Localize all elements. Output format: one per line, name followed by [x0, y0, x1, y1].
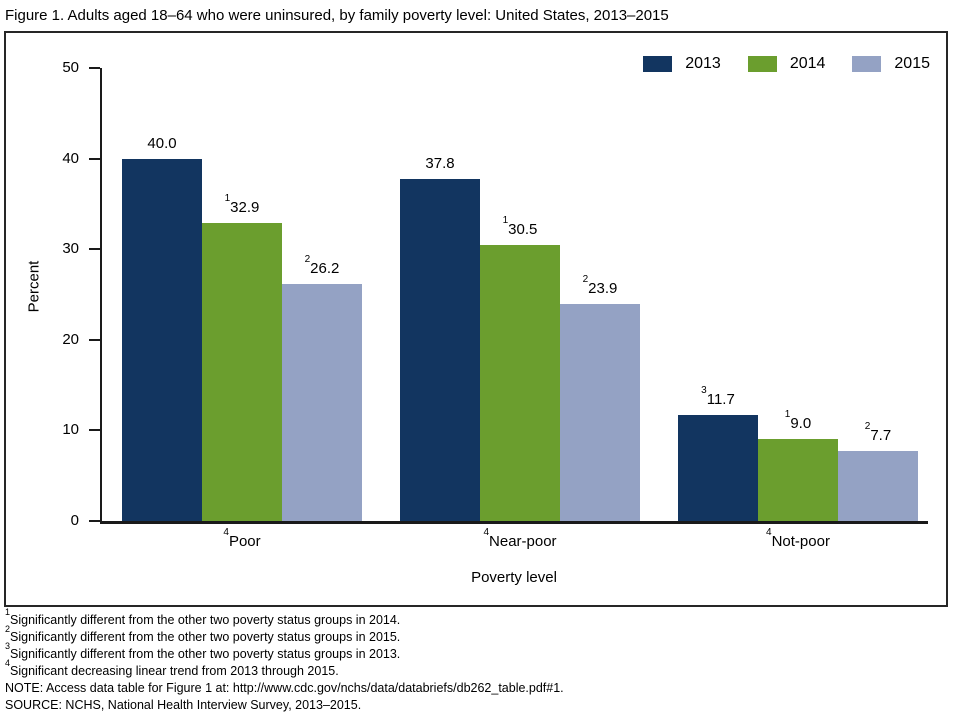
superscript-marker: 3 — [701, 384, 707, 396]
legend-item-2014: 2014 — [747, 55, 826, 73]
bar-value-label: 311.7 — [701, 384, 735, 408]
y-axis-tick — [89, 67, 100, 69]
legend-item-2013: 2013 — [643, 55, 721, 73]
y-axis-tick-label: 50 — [62, 59, 79, 76]
bar-value-label: 27.7 — [864, 421, 892, 445]
superscript-marker: 2 — [5, 623, 11, 634]
superscript-marker: 3 — [5, 640, 11, 651]
legend-label: 2013 — [685, 55, 721, 72]
superscript-marker: 1 — [502, 214, 509, 226]
superscript-marker: 4 — [223, 527, 229, 538]
y-axis-tick — [89, 157, 100, 160]
bar-value-label: 130.5 — [502, 214, 538, 238]
y-axis-tick — [89, 520, 100, 522]
legend-swatch-icon — [643, 56, 673, 72]
footnotes: 1Significantly different from the other … — [5, 606, 564, 712]
figure-title: Figure 1. Adults aged 18–64 who were uni… — [5, 7, 669, 24]
chart-legend: 2013 2014 2015 — [616, 55, 930, 73]
superscript-marker: 4 — [766, 527, 772, 538]
y-axis-tick-label: 40 — [62, 149, 79, 167]
superscript-marker: 2 — [864, 421, 871, 433]
bar-2013-not-poor — [678, 414, 758, 521]
footnote-line: 4Significant decreasing linear trend fro… — [5, 657, 339, 678]
bar-2015-near-poor — [560, 304, 640, 521]
y-axis-tick-label: 20 — [62, 330, 79, 348]
legend-item-2015: 2015 — [852, 55, 930, 73]
superscript-marker: 4 — [483, 527, 490, 538]
bar-2013-poor — [122, 158, 202, 521]
superscript-marker: 1 — [224, 192, 231, 204]
bar-2014-not-poor — [758, 439, 838, 521]
y-axis-line — [100, 68, 102, 523]
y-axis-tick — [89, 248, 100, 251]
bar-2014-poor — [202, 222, 282, 521]
superscript-marker: 4 — [5, 657, 11, 668]
footnote-line: NOTE: Access data table for Figure 1 at:… — [5, 681, 564, 695]
footnote-line: 2Significantly different from the other … — [5, 623, 401, 644]
footnote-line: 3Significantly different from the other … — [5, 640, 401, 661]
bar-value-label: 37.8 — [425, 154, 455, 172]
superscript-marker: 2 — [304, 253, 311, 265]
x-category-label: 4Near-poor — [483, 527, 557, 551]
bar-value-label: 226.2 — [304, 253, 340, 277]
y-axis-tick-label: 30 — [62, 240, 79, 258]
y-axis-tick-label: 10 — [62, 421, 79, 439]
x-axis-title: Poverty level — [471, 569, 557, 586]
superscript-marker: 2 — [582, 274, 589, 286]
bar-value-label: 223.9 — [582, 274, 618, 298]
bar-2014-near-poor — [480, 244, 560, 521]
legend-label: 2015 — [894, 55, 930, 72]
y-axis-tick — [89, 338, 100, 341]
bar-value-label: 40.0 — [147, 134, 177, 152]
bar-value-label: 132.9 — [224, 192, 260, 216]
legend-swatch-icon — [852, 56, 882, 72]
legend-swatch-icon — [747, 56, 777, 72]
y-axis-tick — [89, 429, 100, 432]
superscript-marker: 1 — [5, 606, 11, 617]
x-axis-line — [100, 521, 928, 524]
legend-label: 2014 — [789, 55, 826, 72]
footnote-line: SOURCE: NCHS, National Health Interview … — [5, 698, 362, 712]
bar-2013-near-poor — [400, 178, 480, 521]
bar-2015-not-poor — [838, 451, 918, 521]
footnote-line: 1Significantly different from the other … — [5, 606, 401, 627]
x-category-label: 4Not-poor — [766, 527, 830, 551]
chart-frame: 2013 2014 2015 Percent 0 10 20 30 40 50 40.0 37.8… — [4, 31, 948, 607]
y-axis-tick-label: 0 — [70, 512, 79, 529]
bar-value-label: 19.0 — [784, 409, 812, 433]
superscript-marker: 1 — [784, 409, 791, 421]
x-category-label: 4Poor — [223, 527, 261, 551]
bar-2015-poor — [282, 283, 362, 521]
